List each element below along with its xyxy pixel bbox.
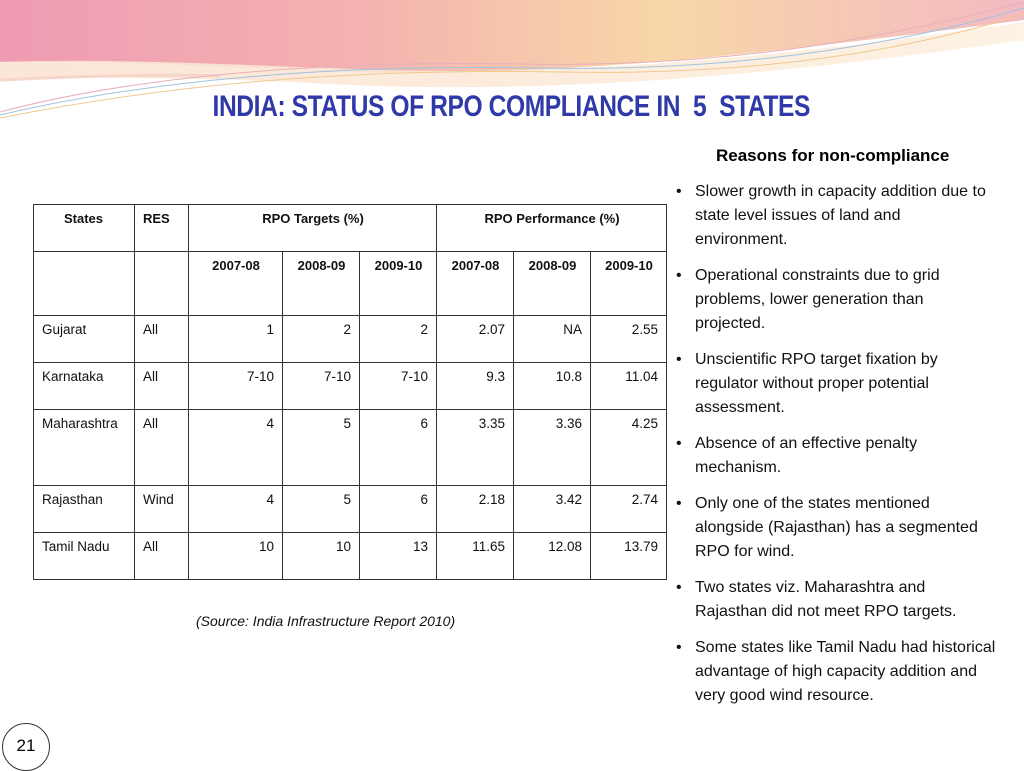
reason-text: Unscientific RPO target fixation by regu…	[695, 351, 938, 416]
empty-cell	[134, 251, 189, 316]
performance-cell: 2.18	[436, 485, 514, 533]
reason-text: Some states like Tamil Nadu had historic…	[695, 639, 996, 704]
table-row: Rajasthan Wind 4 5 6 2.18 3.42 2.74	[33, 485, 668, 533]
table-row: Maharashtra All 4 5 6 3.35 3.36 4.25	[33, 409, 668, 486]
source-note: (Source: India Infrastructure Report 201…	[196, 613, 456, 629]
performance-cell: 2.74	[589, 485, 668, 533]
header-res: RES	[134, 204, 189, 252]
target-cell: 10	[188, 532, 283, 580]
table-row: Tamil Nadu All 10 10 13 11.65 12.08 13.7…	[33, 532, 668, 580]
reason-text: Slower growth in capacity addition due t…	[695, 183, 986, 248]
state-cell: Karnataka	[33, 362, 135, 410]
target-cell: 4	[188, 409, 283, 486]
performance-cell: 2.07	[436, 315, 514, 363]
target-cell: 10	[282, 532, 360, 580]
list-item: • Some states like Tamil Nadu had histori…	[676, 636, 996, 708]
reason-text: Operational constraints due to grid prob…	[695, 267, 940, 332]
reason-text: Only one of the states mentioned alongsi…	[695, 495, 978, 560]
target-cell: 2	[282, 315, 360, 363]
table-row: Karnataka All 7-10 7-10 7-10 9.3 10.8 11…	[33, 362, 668, 410]
slide-title: INDIA: STATUS OF RPO COMPLIANCE IN 5 STA…	[212, 90, 811, 123]
performance-cell: 11.65	[436, 532, 514, 580]
target-cell: 7-10	[359, 362, 437, 410]
reason-text: Two states viz. Maharashtra and Rajastha…	[695, 579, 957, 620]
state-cell: Gujarat	[33, 315, 135, 363]
res-cell: All	[134, 315, 189, 363]
empty-cell	[33, 251, 135, 316]
state-cell: Maharashtra	[33, 409, 135, 486]
target-cell: 13	[359, 532, 437, 580]
target-cell: 6	[359, 409, 437, 486]
performance-cell: 3.42	[513, 485, 591, 533]
year-header: 2009-10	[589, 251, 668, 316]
bullet-icon: •	[676, 495, 682, 512]
target-cell: 7-10	[282, 362, 360, 410]
bullet-icon: •	[676, 639, 682, 656]
table-row: Gujarat All 1 2 2 2.07 NA 2.55	[33, 315, 668, 363]
res-cell: All	[134, 532, 189, 580]
performance-cell: 11.04	[589, 362, 668, 410]
performance-cell: 12.08	[513, 532, 591, 580]
performance-cell: 13.79	[589, 532, 668, 580]
year-header: 2007-08	[188, 251, 283, 316]
bullet-icon: •	[676, 351, 682, 368]
header-states: States	[33, 204, 135, 252]
target-cell: 5	[282, 409, 360, 486]
performance-cell: 2.55	[589, 315, 668, 363]
bullet-icon: •	[676, 183, 682, 200]
performance-cell: 9.3	[436, 362, 514, 410]
state-cell: Rajasthan	[33, 485, 135, 533]
bullet-icon: •	[676, 435, 682, 452]
list-item: • Unscientific RPO target fixation by reg…	[676, 348, 996, 420]
list-item: • Only one of the states mentioned alongs…	[676, 492, 996, 564]
state-cell: Tamil Nadu	[33, 532, 135, 580]
header-rpo-performance: RPO Performance (%)	[435, 204, 668, 252]
target-cell: 4	[188, 485, 283, 533]
decorative-banner	[0, 0, 1024, 119]
res-cell: Wind	[134, 485, 189, 533]
year-header: 2009-10	[359, 251, 437, 316]
res-cell: All	[134, 362, 189, 410]
list-item: • Absence of an effective penalty mechani…	[676, 432, 996, 480]
list-item: • Operational constraints due to grid pro…	[676, 264, 996, 336]
page-number-badge: 21	[2, 723, 50, 771]
table-header-row: States RES RPO Targets (%) RPO Performan…	[33, 204, 668, 252]
target-cell: 2	[359, 315, 437, 363]
performance-cell: 3.35	[436, 409, 514, 486]
reasons-list: • Slower growth in capacity addition due …	[676, 180, 996, 720]
list-item: • Two states viz. Maharashtra and Rajasth…	[676, 576, 996, 624]
year-header: 2008-09	[282, 251, 360, 316]
target-cell: 5	[282, 485, 360, 533]
year-header: 2008-09	[513, 251, 591, 316]
reason-text: Absence of an effective penalty mechanis…	[695, 435, 918, 476]
performance-cell: 10.8	[513, 362, 591, 410]
performance-cell: 4.25	[589, 409, 668, 486]
list-item: • Slower growth in capacity addition due …	[676, 180, 996, 252]
year-header: 2007-08	[436, 251, 514, 316]
target-cell: 6	[359, 485, 437, 533]
res-cell: All	[134, 409, 189, 486]
table-years-row: 2007-08 2008-09 2009-10 2007-08 2008-09 …	[33, 251, 668, 316]
target-cell: 1	[188, 315, 283, 363]
reasons-heading: Reasons for non-compliance	[716, 146, 950, 165]
performance-cell: 3.36	[513, 409, 591, 486]
rpo-compliance-table: States RES RPO Targets (%) RPO Performan…	[33, 204, 668, 580]
header-rpo-targets: RPO Targets (%)	[188, 204, 437, 252]
target-cell: 7-10	[188, 362, 283, 410]
performance-cell: NA	[513, 315, 591, 363]
bullet-icon: •	[676, 267, 682, 284]
bullet-icon: •	[676, 579, 682, 596]
